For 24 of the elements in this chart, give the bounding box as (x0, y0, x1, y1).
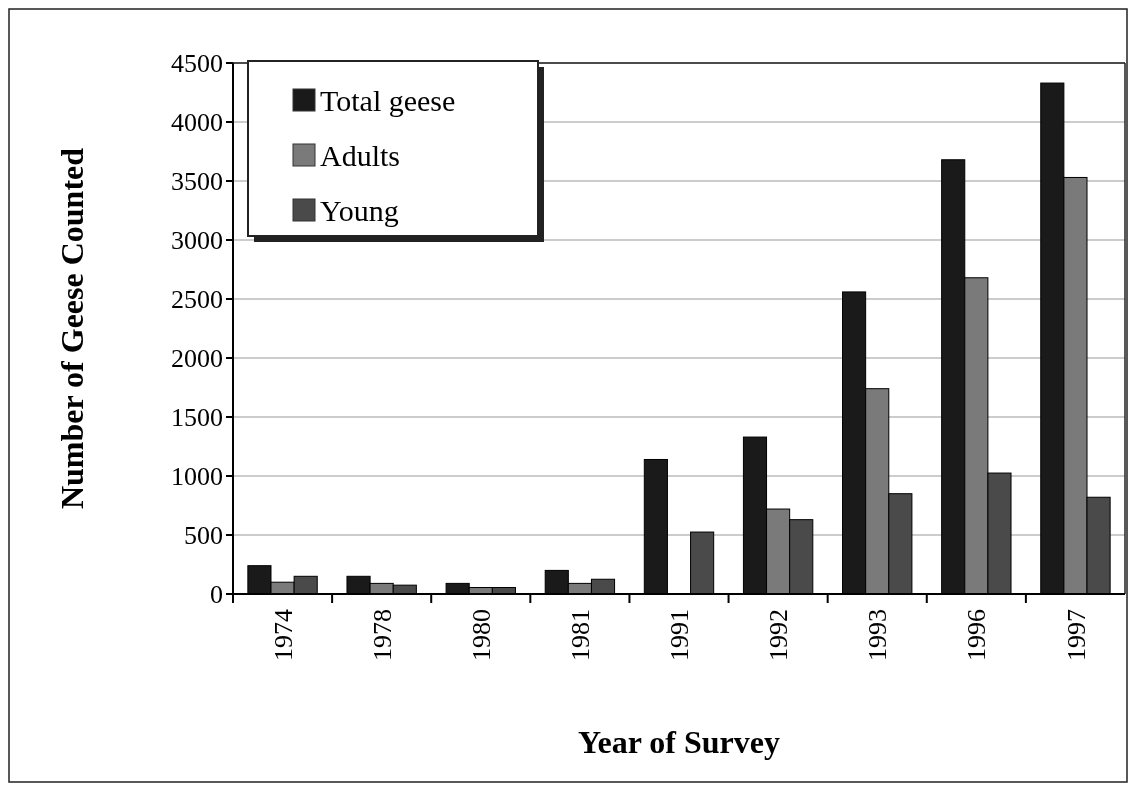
x-tick-label: 1996 (962, 609, 992, 661)
y-tick-label: 3000 (171, 226, 223, 256)
y-tick-label: 500 (184, 521, 223, 551)
x-tick-label: 1997 (1061, 609, 1091, 661)
y-tick-label: 2500 (171, 285, 223, 315)
y-tick-label: 3500 (171, 167, 223, 197)
y-tick-label: 4500 (171, 49, 223, 79)
x-tick-label: 1993 (863, 609, 893, 661)
x-tick-label: 1991 (665, 609, 695, 661)
y-tick-label: 2000 (171, 344, 223, 374)
x-tick-label: 1974 (268, 609, 298, 661)
x-axis-title: Year of Survey (577, 724, 781, 760)
y-axis-title: Number of Geese Counted (54, 147, 90, 510)
y-tick-label: 1500 (171, 403, 223, 433)
y-tick-label: 4000 (171, 108, 223, 138)
legend-label: Total geese (320, 83, 456, 117)
x-tick-label: 1980 (466, 609, 496, 661)
y-tick-label: 1000 (171, 462, 223, 492)
legend-label: Adults (320, 138, 401, 172)
y-tick-label: 0 (210, 580, 223, 610)
x-tick-label: 1992 (764, 609, 794, 661)
x-tick-label: 1978 (367, 609, 397, 661)
x-tick-label: 1981 (565, 609, 595, 661)
legend-label: Young (320, 193, 399, 227)
